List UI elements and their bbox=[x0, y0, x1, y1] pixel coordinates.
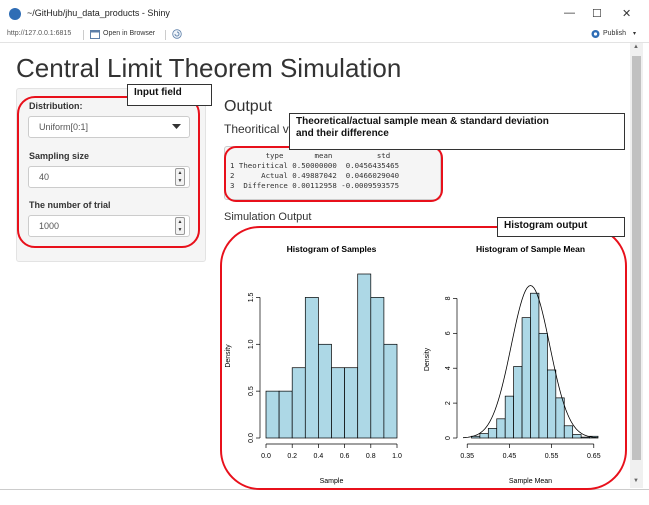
scroll-down-arrow-icon[interactable]: ▼ bbox=[633, 478, 639, 484]
histogram-bar bbox=[383, 343, 398, 439]
stats-table: type mean std 1 Theoritical 0.50000000 0… bbox=[230, 151, 399, 191]
sampling-size-input[interactable]: 40 bbox=[28, 166, 190, 188]
chart-title: Histogram of Samples bbox=[287, 244, 377, 254]
rstudio-app-icon bbox=[9, 8, 21, 20]
input-field-callout: Input field bbox=[127, 84, 212, 106]
y-axis-label: Density bbox=[424, 347, 431, 371]
x-tick-label: 0.55 bbox=[545, 453, 559, 460]
close-button[interactable]: ✕ bbox=[622, 8, 632, 20]
histogram-annotation-outline bbox=[220, 226, 627, 490]
y-tick-label: 0 bbox=[445, 436, 452, 440]
x-tick-label: 0.0 bbox=[261, 453, 271, 460]
y-tick-label: 1.5 bbox=[248, 292, 255, 302]
refresh-icon[interactable] bbox=[172, 29, 182, 39]
url-label: http://127.0.0.1:6815 bbox=[7, 30, 72, 37]
y-tick-label: 0.0 bbox=[248, 433, 255, 443]
chart-title: Histogram of Sample Mean bbox=[476, 244, 585, 254]
histogram-bar bbox=[555, 397, 565, 439]
y-tick-label: 0.5 bbox=[248, 386, 255, 396]
window-titlebar bbox=[0, 0, 649, 28]
y-tick-label: 8 bbox=[445, 296, 452, 300]
publish-icon[interactable] bbox=[591, 29, 600, 39]
sampling-size-label: Sampling size bbox=[29, 151, 90, 161]
stats-table-row: 1 Theoritical 0.50000000 0.0456435465 bbox=[230, 161, 400, 170]
x-tick-label: 0.8 bbox=[366, 453, 376, 460]
x-tick-label: 0.6 bbox=[340, 453, 350, 460]
histogram-callout: Histogram output bbox=[497, 217, 625, 237]
trials-stepper[interactable]: ▲ ▼ bbox=[175, 217, 185, 235]
y-axis-label: Density bbox=[225, 344, 232, 368]
histogram-of-sample-mean: Histogram of Sample Mean 0 2 4 6 8 Density 0.35… bbox=[424, 244, 601, 485]
stats-table-row: 3 Difference 0.00112958 -0.0009593575 bbox=[230, 181, 400, 190]
input-field-annotation-outline bbox=[17, 96, 200, 248]
trials-label: The number of trial bbox=[29, 200, 111, 210]
chevron-down-icon[interactable] bbox=[172, 124, 181, 130]
minimize-button[interactable]: — bbox=[564, 7, 575, 19]
y-tick-label: 6 bbox=[445, 331, 452, 335]
simulation-output-heading: Simulation Output bbox=[224, 211, 312, 223]
stats-table-row: 2 Actual 0.49887042 0.0466029040 bbox=[230, 171, 400, 180]
x-tick-label: 0.35 bbox=[460, 453, 474, 460]
scroll-up-arrow-icon[interactable]: ▲ bbox=[633, 44, 639, 50]
x-tick-label: 0.4 bbox=[314, 453, 324, 460]
x-axis-label: Sample Mean bbox=[509, 478, 552, 485]
stats-annotation-outline bbox=[224, 146, 443, 202]
maximize-button[interactable]: ☐ bbox=[592, 8, 602, 20]
toolbar-divider bbox=[165, 30, 166, 40]
y-tick-label: 1.0 bbox=[248, 339, 255, 349]
normal-density-curve bbox=[462, 285, 599, 439]
viewer-toolbar bbox=[0, 28, 649, 43]
y-tick-label: 4 bbox=[445, 366, 452, 370]
x-tick-label: 0.45 bbox=[503, 453, 517, 460]
browser-icon[interactable] bbox=[90, 30, 100, 39]
y-tick-label: 2 bbox=[445, 401, 452, 405]
page-title: Central Limit Theorem Simulation bbox=[16, 53, 402, 83]
distribution-label: Distribution: bbox=[29, 101, 83, 111]
x-tick-label: 1.0 bbox=[392, 453, 402, 460]
stats-table-box bbox=[224, 146, 441, 200]
scrollbar-thumb[interactable] bbox=[632, 56, 641, 460]
histogram-bar bbox=[563, 425, 574, 439]
x-axis-label: Sample bbox=[320, 478, 344, 485]
theoretical-vs-actual-heading: Theoritical vs bbox=[224, 122, 294, 136]
chevron-down-icon[interactable]: ▾ bbox=[633, 31, 637, 37]
stats-callout-line: and their difference bbox=[296, 128, 389, 139]
sampling-size-stepper[interactable]: ▲ ▼ bbox=[175, 168, 185, 186]
trials-input[interactable]: 1000 bbox=[28, 215, 190, 237]
output-heading: Output bbox=[224, 98, 273, 115]
distribution-select[interactable]: Uniform[0:1] bbox=[28, 116, 190, 138]
publish-button[interactable]: Publish bbox=[603, 30, 626, 37]
stats-callout-line: Theoretical/actual sample mean & standar… bbox=[296, 116, 549, 127]
toolbar-divider bbox=[83, 30, 84, 40]
histogram-bar bbox=[572, 434, 582, 439]
stats-callout: Theoretical/actual sample mean & standar… bbox=[289, 113, 625, 150]
window-title: ~/GitHub/jhu_data_products - Shiny bbox=[27, 8, 170, 18]
stats-table-header: type mean std bbox=[230, 151, 391, 160]
histogram-of-samples: Histogram of Samples 0.0 0.5 1.0 1.5 Density 0… bbox=[225, 244, 402, 485]
x-tick-label: 0.2 bbox=[287, 453, 297, 460]
open-in-browser-button[interactable]: Open in Browser bbox=[103, 30, 156, 37]
